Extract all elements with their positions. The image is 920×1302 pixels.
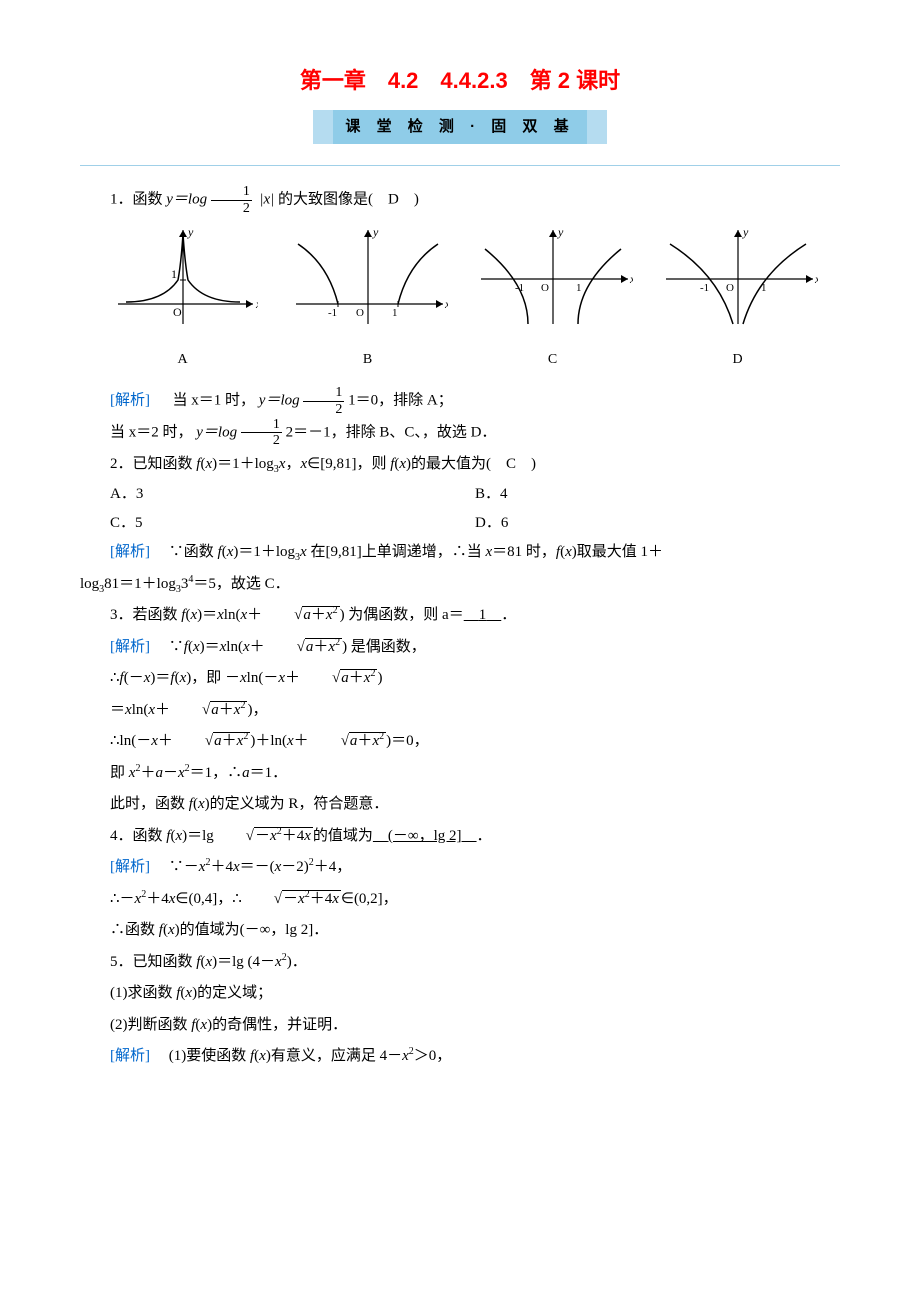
q1-fig-c-label: C — [473, 347, 633, 374]
svg-text:x: x — [255, 297, 258, 311]
q1-sol2-pre: 当 x＝2 时， — [110, 424, 193, 440]
q3-stem-end: ． — [501, 607, 516, 623]
svg-text:y: y — [557, 225, 564, 239]
q3-sqrt: a＋x2 — [262, 600, 339, 632]
svg-text:1: 1 — [392, 307, 398, 319]
q5-sol-label: [解析] — [110, 1048, 150, 1064]
q1-fig-a-label: A — [103, 347, 263, 374]
q3-sol-label: [解析] — [110, 639, 150, 655]
svg-text:1: 1 — [171, 267, 177, 281]
q1-fig-d-label: D — [658, 347, 818, 374]
chapter-title: 第一章 4.2 4.4.2.3 第 2 课时 — [80, 60, 840, 102]
svg-text:1: 1 — [576, 282, 582, 294]
q1-sol1-frac: 12 — [303, 385, 344, 417]
q1-arg: ||x|x| — [256, 192, 275, 208]
q1-sol1-eq: y＝log — [259, 393, 300, 409]
svg-text:-1: -1 — [328, 307, 337, 319]
q1-fig-b: x y O -1 1 B — [288, 224, 448, 373]
q1-sol2-frac: 12 — [241, 417, 282, 449]
svg-text:O: O — [356, 307, 364, 319]
q1-stem-post: 的大致图像是( D ) — [278, 192, 419, 208]
svg-text:y: y — [372, 225, 379, 239]
svg-text:O: O — [173, 305, 182, 319]
q3-stem-post: ) 为偶函数，则 a＝ — [340, 607, 464, 623]
q1-fig-d: x y O -1 1 D — [658, 224, 818, 373]
q2-sol-label: [解析] — [110, 544, 150, 560]
svg-text:y: y — [742, 225, 749, 239]
q4-stem-end: ． — [477, 828, 492, 844]
q3-line1-post: ) 是偶函数， — [342, 639, 426, 655]
q4-stem-mid: 的值域为 — [313, 828, 373, 844]
q1-fig-c: x y O -1 1 C — [473, 224, 633, 373]
q4-sol2-post: ∈(0,2]， — [341, 891, 398, 907]
svg-text:-1: -1 — [700, 282, 709, 294]
q4-stem: 4．函数 f(x)＝lg－x2＋4x的值域为 (－∞，lg 2] ． — [80, 821, 840, 853]
q5-sol: [解析] (1)要使函数 f(x)有意义，应满足 4－x2＞0， — [80, 1041, 840, 1073]
section-banner-wrap: 课 堂 检 测 · 固 双 基 — [80, 110, 840, 145]
q1-sol2-mid: 2＝－1，排除 B、C、，故选 D． — [286, 424, 497, 440]
q4-answer: (－∞，lg 2] — [373, 828, 477, 844]
q1-sol-1: [解析] 当 x＝1 时， y＝log 12 1＝0，排除 A； — [80, 385, 840, 417]
q1-fig-a: x y O 1 A — [103, 224, 263, 373]
q1-sol1-pre: 当 x＝1 时， — [173, 393, 256, 409]
q2-sol-cont: log381＝1＋log334＝5，故选 C． — [80, 569, 840, 601]
q1-figure-row: x y O 1 A x y O -1 1 B — [80, 224, 840, 373]
q2-opt-d: D．6 — [475, 509, 840, 538]
q1-stem-pre: 1．函数 — [110, 192, 166, 208]
q1-sol2-eq: y＝log — [196, 424, 237, 440]
q1-stem: 1．函数 y＝log 12 ||x|x| 的大致图像是( D ) — [80, 184, 840, 216]
svg-text:x: x — [444, 297, 448, 311]
q3-sol-1: [解析] ∵f(x)＝xln(x＋a＋x2) 是偶函数， — [80, 632, 840, 664]
q3-sol-5: 即 x2＋a－x2＝1，∴a＝1． — [80, 758, 840, 790]
q1-base-frac: 12 — [211, 184, 252, 216]
q2-opt-b: B．4 — [475, 480, 840, 509]
q3-sol-3: ＝xln(x＋a＋x2)， — [80, 695, 840, 727]
q5-stem: 5．已知函数 f(x)＝lg (4－x2)． — [80, 947, 840, 979]
q4-sol-2: ∴－x2＋4x∈(0,4]，∴－x2＋4x∈(0,2]， — [80, 884, 840, 916]
q1-base-den: 2 — [211, 201, 252, 216]
svg-text:x: x — [629, 272, 633, 286]
section-banner: 课 堂 检 测 · 固 双 基 — [313, 110, 606, 145]
q2-opt-a: A．3 — [110, 480, 475, 509]
q3-sol-6: 此时，函数 f(x)的定义域为 R，符合题意． — [80, 789, 840, 821]
q3-stem-pre: 3．若函数 f(x)＝xln(x＋ — [110, 607, 262, 623]
svg-text:O: O — [726, 282, 734, 294]
svg-text:y: y — [187, 225, 194, 239]
q1-base-num: 1 — [211, 184, 252, 200]
q3-answer: 1 — [464, 607, 502, 623]
q2-options: A．3 B．4 C．5 D．6 — [80, 480, 840, 537]
svg-text:O: O — [541, 282, 549, 294]
q1-sol-2: 当 x＝2 时， y＝log 12 2＝－1，排除 B、C、，故选 D． — [80, 417, 840, 449]
q3-line3-post: )， — [247, 702, 267, 718]
q2-stem: 2．已知函数 f(x)＝1＋log3x，x∈[9,81]，则 f(x)的最大值为… — [80, 449, 840, 481]
q1-fig-b-label: B — [288, 347, 448, 374]
q5-p1: (1)求函数 f(x)的定义域； — [80, 978, 840, 1010]
q3-line2-post: ) — [377, 670, 382, 686]
q4-sol-label: [解析] — [110, 859, 150, 875]
q4-sol-1: [解析] ∵－x2＋4x＝－(x－2)2＋4， — [80, 852, 840, 884]
divider — [80, 165, 840, 166]
q3-line4-post: )＝0， — [386, 733, 429, 749]
q5-p2: (2)判断函数 f(x)的奇偶性，并证明． — [80, 1010, 840, 1042]
q1-sol1-mid: 1＝0，排除 A； — [348, 393, 453, 409]
q1-sol-label: [解析] — [110, 393, 150, 409]
q3-sol-2: ∴f(－x)＝f(x)，即 －xln(－x＋a＋x2) — [80, 663, 840, 695]
q3-sol-4: ∴ln(－x＋a＋x2)＋ln(x＋a＋x2)＝0， — [80, 726, 840, 758]
svg-text:x: x — [814, 272, 818, 286]
q2-opt-c: C．5 — [110, 509, 475, 538]
q2-sol: [解析] ∵函数 f(x)＝1＋log3x 在[9,81]上单调递增，∴当 x＝… — [80, 537, 840, 569]
q1-func: y＝log — [166, 192, 207, 208]
q3-stem: 3．若函数 f(x)＝xln(x＋a＋x2) 为偶函数，则 a＝ 1 ． — [80, 600, 840, 632]
q4-sol-3: ∴函数 f(x)的值域为(－∞，lg 2]． — [80, 915, 840, 947]
